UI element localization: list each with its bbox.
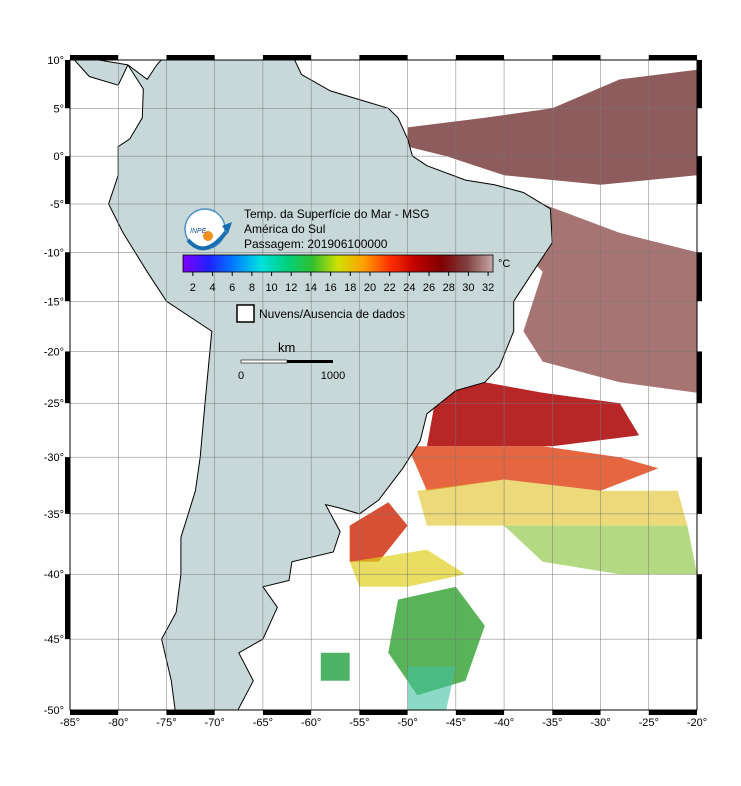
scale-end: 1000 (321, 370, 345, 382)
colorbar-unit: °C (498, 258, 510, 270)
frame-segment (262, 55, 312, 60)
colorbar-tick-label: 8 (249, 282, 255, 294)
sst-patch (320, 652, 350, 681)
frame-segment (697, 60, 702, 109)
legend-swatch (236, 304, 255, 323)
colorbar-tick-label: 20 (364, 282, 376, 294)
x-tick-label: -35° (542, 717, 562, 729)
x-tick-label: -80° (108, 717, 128, 729)
colorbar-tick-label: 30 (462, 282, 474, 294)
x-tick-label: -30° (590, 717, 610, 729)
y-tick-label: -25° (44, 398, 64, 410)
y-tick-label: -50° (44, 705, 64, 717)
frame-segment (697, 351, 702, 404)
frame-segment (697, 252, 702, 302)
sst-patch (426, 382, 640, 447)
legend-label: Nuvens/Ausencia de dados (259, 307, 405, 321)
x-tick-label: -25° (639, 717, 659, 729)
scale-start: 0 (238, 370, 244, 382)
y-tick-label: -40° (44, 569, 64, 581)
x-tick-label: -45° (446, 717, 466, 729)
frame-segment (648, 710, 697, 715)
colorbar-tick-label: 10 (265, 282, 277, 294)
colorbar-tick-label: 12 (285, 282, 297, 294)
x-tick-label: -20° (687, 717, 707, 729)
frame-segment (697, 156, 702, 205)
x-tick-label: -40° (494, 717, 514, 729)
colorbar-tick-label: 26 (423, 282, 435, 294)
frame-segment (648, 55, 697, 60)
y-tick-label: 5° (53, 103, 64, 115)
frame-segment (359, 55, 408, 60)
x-tick-label: -65° (253, 717, 273, 729)
frame (65, 55, 702, 715)
frame-segment (65, 60, 70, 109)
x-tick-label: -60° (301, 717, 321, 729)
frame-segment (262, 710, 312, 715)
colorbar (182, 254, 494, 273)
frame-segment (65, 351, 70, 404)
colorbar-tick-label: 32 (482, 282, 494, 294)
colorbar-tick-label: 14 (305, 282, 317, 294)
colorbar-tick-label: 24 (403, 282, 415, 294)
y-tick-label: -20° (44, 346, 64, 358)
x-tick-label: -55° (349, 717, 369, 729)
sst-patch (349, 502, 408, 562)
frame-segment (455, 710, 505, 715)
frame-segment (65, 574, 70, 640)
colorbar-tick-label: 22 (384, 282, 396, 294)
x-tick-label: -50° (397, 717, 417, 729)
x-tick-label: -70° (205, 717, 225, 729)
colorbar-tick-label: 2 (190, 282, 196, 294)
frame-segment (697, 574, 702, 640)
frame-segment (697, 457, 702, 514)
map-area (73, 60, 697, 710)
scale-unit: km (278, 340, 295, 355)
svg-text:INPE: INPE (190, 228, 207, 235)
y-tick-label: -45° (44, 634, 64, 646)
logo: INPE (184, 208, 232, 251)
frame-segment (359, 710, 408, 715)
y-tick-label: -35° (44, 509, 64, 521)
frame-segment (65, 457, 70, 514)
x-tick-label: -75° (156, 717, 176, 729)
y-tick-label: -5° (50, 199, 64, 211)
colorbar-tick-label: 18 (344, 282, 356, 294)
y-tick-label: -30° (44, 452, 64, 464)
frame-segment (455, 55, 505, 60)
y-tick-label: 0° (53, 151, 64, 163)
frame-segment (65, 252, 70, 302)
frame-segment (70, 55, 119, 60)
y-tick-label: -10° (44, 247, 64, 259)
frame-segment (65, 156, 70, 205)
colorbar-tick-label: 16 (324, 282, 336, 294)
frame-segment (552, 710, 601, 715)
title: Temp. da Superfície do Mar - MSG (244, 207, 429, 221)
y-tick-label: 10° (47, 55, 64, 67)
colorbar-tick-label: 4 (209, 282, 215, 294)
y-tick-label: -15° (44, 296, 64, 308)
pass-time: Passagem: 201906100000 (244, 237, 388, 251)
sst-patch (407, 666, 456, 710)
frame-segment (70, 710, 119, 715)
colorbar-tick-label: 28 (443, 282, 455, 294)
colorbar-tick-label: 6 (229, 282, 235, 294)
frame-segment (166, 710, 215, 715)
scale-bar-half (240, 359, 288, 364)
x-tick-label: -85° (60, 717, 80, 729)
region: América do Sul (244, 222, 325, 236)
frame-segment (552, 55, 601, 60)
frame-segment (166, 55, 215, 60)
